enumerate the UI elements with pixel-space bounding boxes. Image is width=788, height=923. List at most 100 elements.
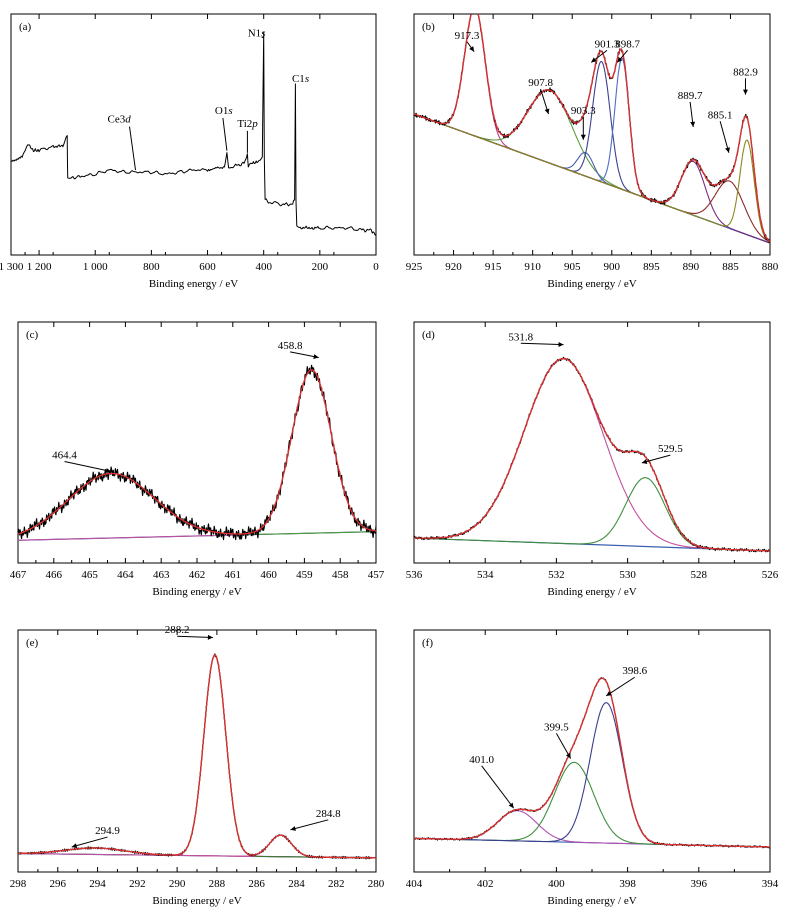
x-tick-label: 1 000 [83, 261, 108, 273]
x-tick-label: 298 [10, 878, 27, 890]
panel-e: 298 296 294 292 290 288 286 284 282 280 Binding en… [10, 624, 385, 907]
x-tick-label: 292 [129, 878, 146, 890]
arrow-head [313, 354, 319, 359]
x-tick-label: 459 [296, 569, 313, 581]
x-tick-label: 457 [368, 569, 385, 581]
element-label: Ti2p [237, 118, 258, 130]
x-tick-label: 530 [619, 569, 636, 581]
x-tick-label: 880 [762, 261, 779, 273]
x-tick-label: 1 200 [27, 261, 52, 273]
x-tick-label: 534 [477, 569, 494, 581]
x-tick-label: 464 [117, 569, 134, 581]
fitted-component-398.6 [414, 702, 770, 848]
fitted-component-401.0 [414, 810, 770, 848]
fitted-component-529.5 [414, 477, 770, 552]
x-tick-label: 282 [328, 878, 345, 890]
x-tick-label: 890 [683, 261, 700, 273]
x-tick-label: 290 [169, 878, 186, 890]
peak-label: 531.8 [508, 331, 533, 343]
fitted-envelope-line [18, 369, 376, 535]
x-tick-label: 396 [691, 878, 708, 890]
arrow-head [71, 843, 78, 849]
arrow-head [565, 752, 571, 759]
survey-spectrum-line [11, 31, 376, 236]
panel-a: 1 300 1 200 1 000 800 600 400 200 0 Binding ener… [0, 13, 379, 290]
plot-area [414, 676, 770, 849]
x-tick-label: 466 [46, 569, 63, 581]
x-tick-label: 461 [225, 569, 242, 581]
fitted-component-399.5 [414, 761, 770, 848]
arrow-head [508, 802, 514, 809]
arrow-head [580, 134, 586, 140]
plot-area [414, 14, 770, 244]
x-tick-label: 532 [548, 569, 565, 581]
x-tick-label: 895 [643, 261, 660, 273]
panel-label: (c) [26, 329, 39, 341]
peak-label: 907.8 [528, 77, 553, 89]
arrow-head [742, 89, 748, 95]
panel-f: 404 402 400 398 396 394 Binding energy / eV (f)… [406, 629, 779, 907]
x-tick-label: 400 [255, 261, 272, 273]
peak-arrow [605, 676, 635, 697]
peak-arrow [64, 461, 112, 472]
arrow-head [641, 459, 648, 464]
peak-label: 903.3 [571, 105, 596, 117]
x-tick-label: 288 [209, 878, 226, 890]
element-label: O1s [215, 105, 233, 117]
x-tick-label: 467 [10, 569, 27, 581]
arrow-head [690, 121, 696, 127]
raw-spectrum-line [18, 653, 376, 860]
raw-spectrum-line [414, 356, 770, 553]
element-label: C1s [292, 73, 309, 85]
peak-label: 529.5 [658, 443, 683, 455]
panel-d: 536 534 532 530 528 526 Binding energy / eV (d)… [406, 321, 779, 598]
x-tick-label: 465 [81, 569, 98, 581]
fitted-envelope-line [414, 357, 770, 552]
element-label: Ce3d [108, 114, 132, 126]
fitted-envelope-line [18, 654, 376, 859]
peak-label: 294.9 [95, 825, 120, 837]
peak-arrow [481, 765, 515, 809]
peak-label: 901.3 [595, 38, 620, 50]
x-tick-label: 463 [153, 569, 170, 581]
arrow-head [591, 57, 597, 63]
x-tick-label: 286 [248, 878, 265, 890]
x-tick-label: 920 [445, 261, 462, 273]
peak-arrow [719, 121, 730, 153]
x-axis-title: Binding energy / eV [152, 895, 241, 907]
peak-arrow [71, 836, 108, 848]
x-tick-label: 404 [406, 878, 423, 890]
x-tick-label: 394 [762, 878, 779, 890]
x-tick-label: 200 [312, 261, 329, 273]
peak-label: 889.7 [678, 90, 703, 102]
peak-label: 398.6 [622, 665, 647, 677]
panel-label: (b) [422, 21, 435, 33]
x-tick-label: 885 [722, 261, 739, 273]
x-tick-label: 294 [89, 878, 106, 890]
x-tick-label: 280 [368, 878, 385, 890]
panel-label: (a) [19, 21, 32, 33]
x-axis-title: Binding energy / eV [547, 586, 636, 598]
element-label: N1s [248, 27, 266, 39]
raw-spectrum-line [414, 676, 770, 849]
arrow-head [469, 46, 475, 52]
plot-frame [413, 13, 771, 256]
peak-label: 401.0 [469, 754, 494, 766]
x-tick-label: 460 [260, 569, 277, 581]
x-tick-label: 284 [288, 878, 305, 890]
plot-area [18, 364, 376, 541]
fitted-component-284.8 [18, 834, 376, 859]
peak-label: 882.9 [733, 66, 758, 78]
arrow-head [617, 56, 623, 63]
panel-label: (e) [26, 637, 39, 649]
annotation-leader [222, 117, 228, 151]
x-tick-label: 296 [50, 878, 67, 890]
fitted-component-288.2 [18, 654, 376, 859]
x-tick-label: 0 [373, 261, 379, 273]
x-tick-label: 402 [477, 878, 494, 890]
arrow-head [544, 108, 550, 114]
peak-label: 399.5 [544, 721, 569, 733]
arrow-head [606, 691, 612, 696]
x-tick-label: 528 [691, 569, 708, 581]
